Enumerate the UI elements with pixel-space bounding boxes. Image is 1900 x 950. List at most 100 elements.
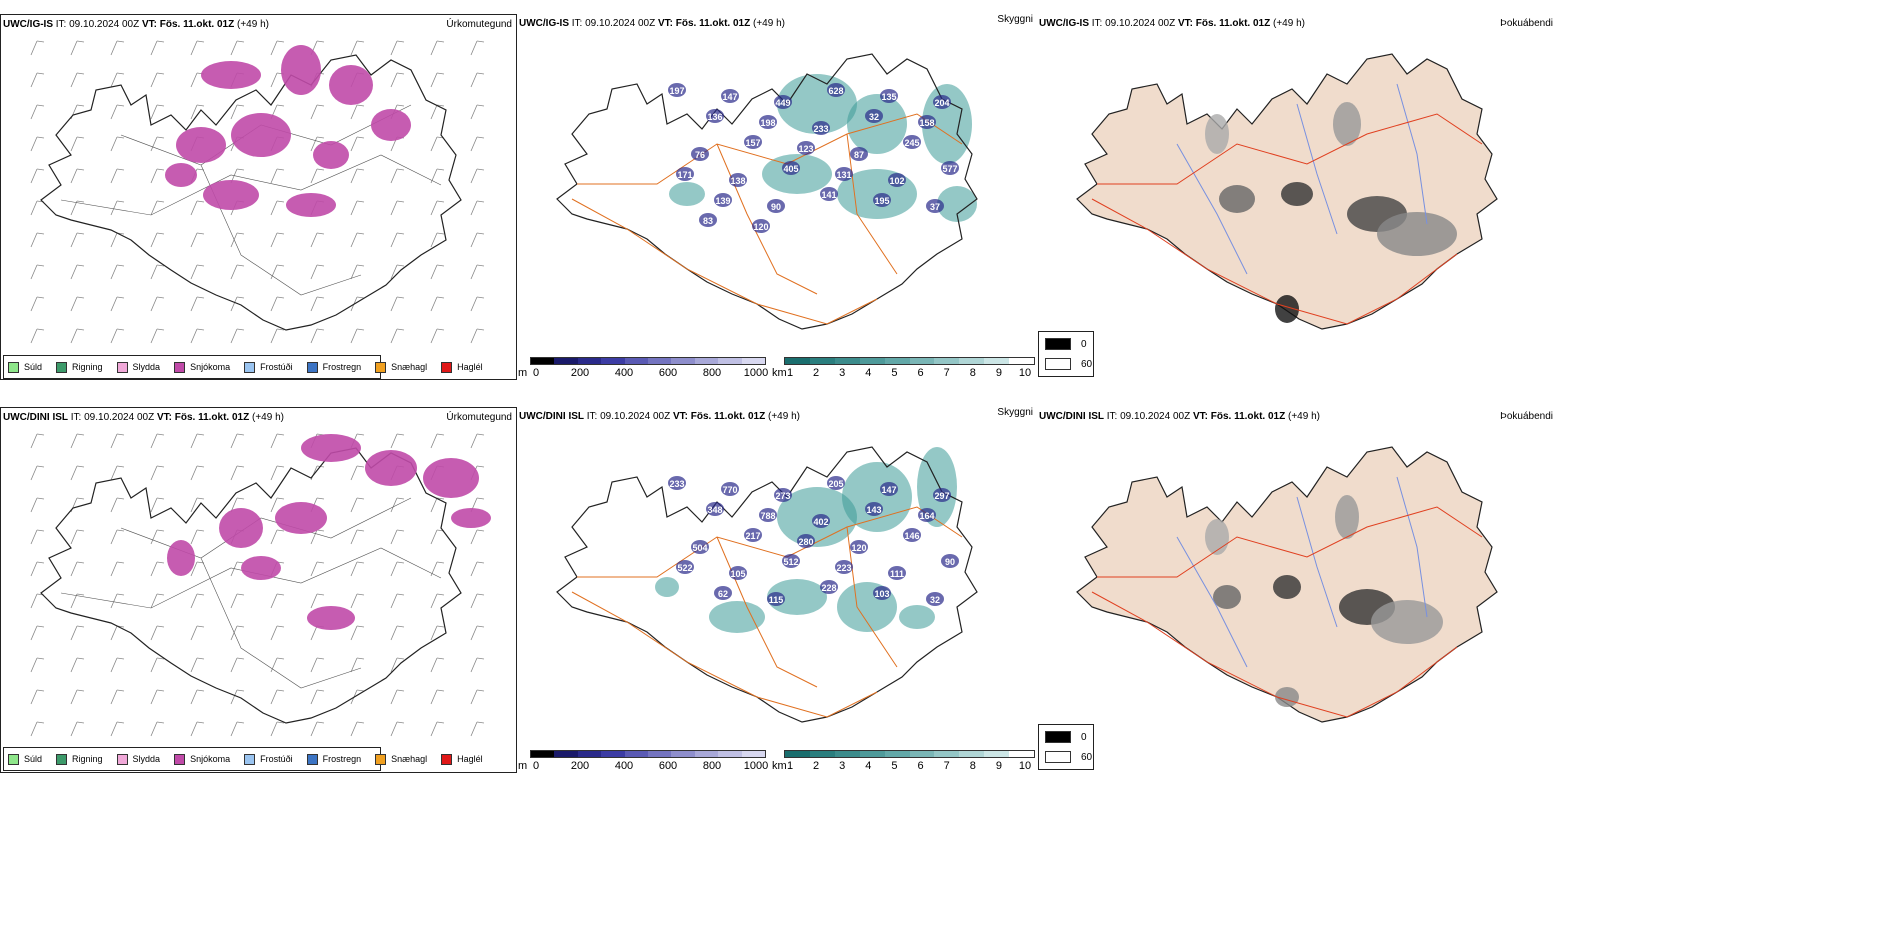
cloud-base-spot xyxy=(797,141,815,155)
wind-barb-icon xyxy=(390,40,405,56)
colorbar-tick-label: 7 xyxy=(943,760,950,772)
cloud-base-label: 147 xyxy=(881,485,896,495)
cloud-base-spot xyxy=(676,560,694,574)
colorbar-tick-label: 10 xyxy=(1018,367,1032,379)
fog-index-area xyxy=(1371,600,1443,644)
colorbar-strip xyxy=(784,357,1035,365)
cloud-visibility-panel-row1: UWC/IG-IS IT: 09.10.2024 00Z VT: Fös. 11… xyxy=(517,14,1037,380)
colorbar-step xyxy=(884,358,910,364)
wind-barb-icon xyxy=(30,529,45,545)
colorbar-step xyxy=(984,751,1010,757)
cloud-base-label: 233 xyxy=(813,124,828,134)
colorbar-unit: km xyxy=(772,367,787,379)
precip-type-legend: Súld Rigning Slydda Snjókoma Frostúði Frostre… xyxy=(3,355,483,379)
wind-barb-icon xyxy=(110,721,125,737)
wind-barb-icon xyxy=(30,433,45,449)
precip-legend-item: Súld xyxy=(8,361,43,373)
wind-barb-icon xyxy=(350,721,365,737)
wind-barb-icon xyxy=(470,625,485,641)
precip-legend-item: Frostregn xyxy=(306,753,361,765)
cloud-base-spot xyxy=(782,161,800,175)
wind-barb-icon xyxy=(270,296,285,312)
wind-barb-icon xyxy=(70,625,85,641)
cloud-base-spot xyxy=(774,488,792,502)
wind-barb-icon xyxy=(390,689,405,705)
wind-barb-icon xyxy=(270,465,285,481)
cloud-base-spot xyxy=(714,193,732,207)
wind-barb-icon xyxy=(310,136,325,152)
cloud-base-colorbar: m 0 200 400 600 800 1000 xyxy=(518,357,768,379)
legend-swatch xyxy=(306,361,318,373)
colorbar-unit: km xyxy=(772,760,787,772)
snowfall-area xyxy=(423,458,479,498)
wind-barb-icon xyxy=(270,529,285,545)
colorbar-step xyxy=(934,358,960,364)
wind-barb-icon xyxy=(190,497,205,513)
wind-barb-icon xyxy=(110,296,125,312)
cloud-base-spot xyxy=(873,586,891,600)
low-visibility-area xyxy=(937,186,977,222)
colorbar-step xyxy=(1009,358,1035,364)
low-visibility-area xyxy=(762,154,832,194)
colorbar-tick-label: 0 xyxy=(532,760,540,772)
colorbar-tick-label: 1 xyxy=(786,760,794,772)
cloud-base-spot xyxy=(714,586,732,600)
cloud-base-label: 138 xyxy=(730,176,745,186)
legend-swatch xyxy=(1045,358,1071,370)
cloud-base-label: 273 xyxy=(775,491,790,501)
cloud-base-spot xyxy=(797,534,815,548)
colorbar-step xyxy=(785,358,810,364)
cloud-base-spot xyxy=(918,115,936,129)
colorbar-step xyxy=(785,751,810,757)
fog-legend-item: 60 xyxy=(1045,751,1092,763)
cloud-base-label: 111 xyxy=(890,569,904,579)
legend-label: Súld xyxy=(24,754,43,764)
precip-map xyxy=(30,40,485,344)
cloud-base-label: 123 xyxy=(798,144,813,154)
fog-index-area xyxy=(1281,182,1313,206)
cloud-base-label: 141 xyxy=(821,190,836,200)
legend-label: Súld xyxy=(24,362,43,372)
colorbar-step xyxy=(809,358,835,364)
cloud-base-spot xyxy=(721,482,739,496)
cloud-base-label: 143 xyxy=(866,505,881,515)
wind-barb-icon xyxy=(430,593,445,609)
cloud-base-colorbar: m 0 200 400 600 800 1000 xyxy=(518,750,768,772)
wind-barb-icon xyxy=(70,232,85,248)
snowfall-area xyxy=(241,556,281,580)
wind-barb-icon xyxy=(310,465,325,481)
panel-header: UWC/DINI ISL IT: 09.10.2024 00Z VT: Fös.… xyxy=(1039,411,1320,422)
cloud-base-label: 115 xyxy=(769,595,784,605)
wind-barb-icon xyxy=(30,40,45,56)
cloud-base-label: 577 xyxy=(942,164,957,174)
wind-barb-icon xyxy=(70,296,85,312)
wind-barb-icon xyxy=(230,561,245,577)
colorbar-tick-label: 2 xyxy=(813,760,820,772)
wind-barb-icon xyxy=(430,40,445,56)
cloud-base-spot xyxy=(759,115,777,129)
wind-barb-icon xyxy=(70,40,85,56)
panel-header: UWC/DINI ISL IT: 09.10.2024 00Z VT: Fös.… xyxy=(519,411,800,422)
wind-barb-icon xyxy=(70,72,85,88)
precip-legend-item: Rigning xyxy=(56,753,103,765)
legend-label: Frostúði xyxy=(260,754,293,764)
fog-index-area xyxy=(1333,102,1361,146)
cloud-base-label: 90 xyxy=(945,557,955,567)
wind-barb-icon xyxy=(270,264,285,280)
cloud-base-label: 120 xyxy=(753,222,768,232)
colorbar-step xyxy=(859,751,885,757)
wind-barb-icon xyxy=(110,40,125,56)
cloud-base-label: 217 xyxy=(745,531,760,541)
wind-barb-icon xyxy=(70,433,85,449)
cloud-base-label: 171 xyxy=(677,170,692,180)
wind-barb-icon xyxy=(390,72,405,88)
wind-barb-icon xyxy=(230,465,245,481)
wind-barb-icon xyxy=(150,72,165,88)
wind-barb-icon xyxy=(470,72,485,88)
legend-label: 60 xyxy=(1081,358,1093,370)
colorbar-unit: m xyxy=(518,367,528,379)
wind-barb-icon xyxy=(150,433,165,449)
wind-barb-icon xyxy=(70,689,85,705)
colorbar-step xyxy=(934,751,960,757)
wind-barb-icon xyxy=(150,465,165,481)
